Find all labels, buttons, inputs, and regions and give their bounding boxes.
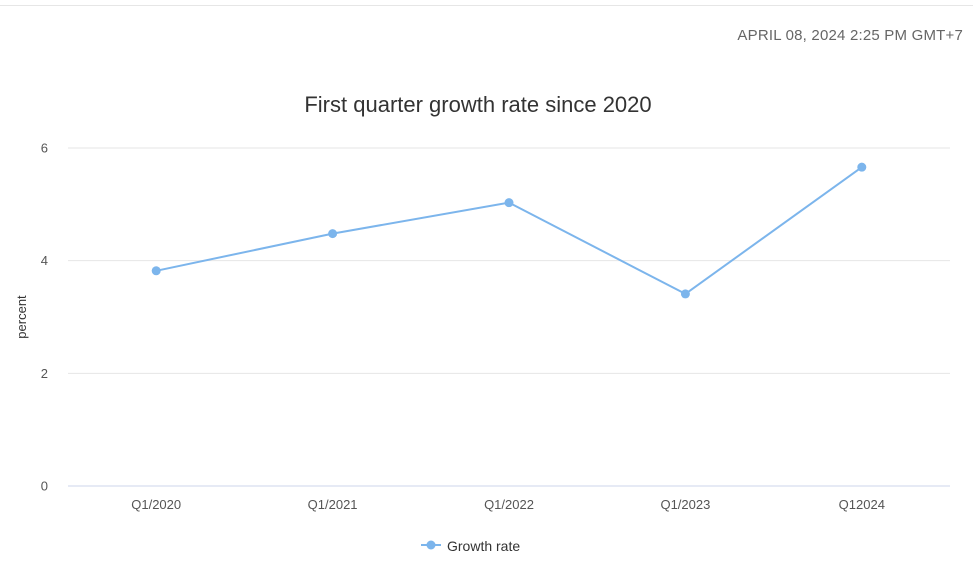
y-tick-label: 2 [41,366,48,381]
y-axis-ticks: 0 2 4 6 [41,141,48,494]
data-point[interactable] [328,229,338,239]
data-point[interactable] [857,162,867,172]
x-tick-label: Q1/2023 [660,497,710,512]
x-tick-label: Q12024 [839,497,885,512]
y-tick-label: 4 [41,253,48,268]
timestamp: APRIL 08, 2024 2:25 PM GMT+7 [737,27,963,44]
x-tick-label: Q1/2021 [308,497,358,512]
y-axis-title: percent [14,295,29,339]
chart-title: First quarter growth rate since 2020 [304,92,651,117]
legend-label: Growth rate [447,538,520,554]
series-group [151,162,867,299]
top-divider [0,5,973,6]
data-point[interactable] [680,289,690,299]
y-tick-label: 0 [41,479,48,494]
series-line [155,166,863,295]
x-tick-label: Q1/2020 [131,497,181,512]
legend[interactable]: Growth rate [421,538,520,554]
x-tick-label: Q1/2022 [484,497,534,512]
y-tick-label: 6 [41,141,48,156]
legend-marker-icon [426,540,436,550]
data-point[interactable] [151,266,161,276]
data-point[interactable] [504,198,514,208]
x-axis-ticks: Q1/2020 Q1/2021 Q1/2022 Q1/2023 Q12024 [131,497,885,512]
grid-lines [68,147,950,487]
